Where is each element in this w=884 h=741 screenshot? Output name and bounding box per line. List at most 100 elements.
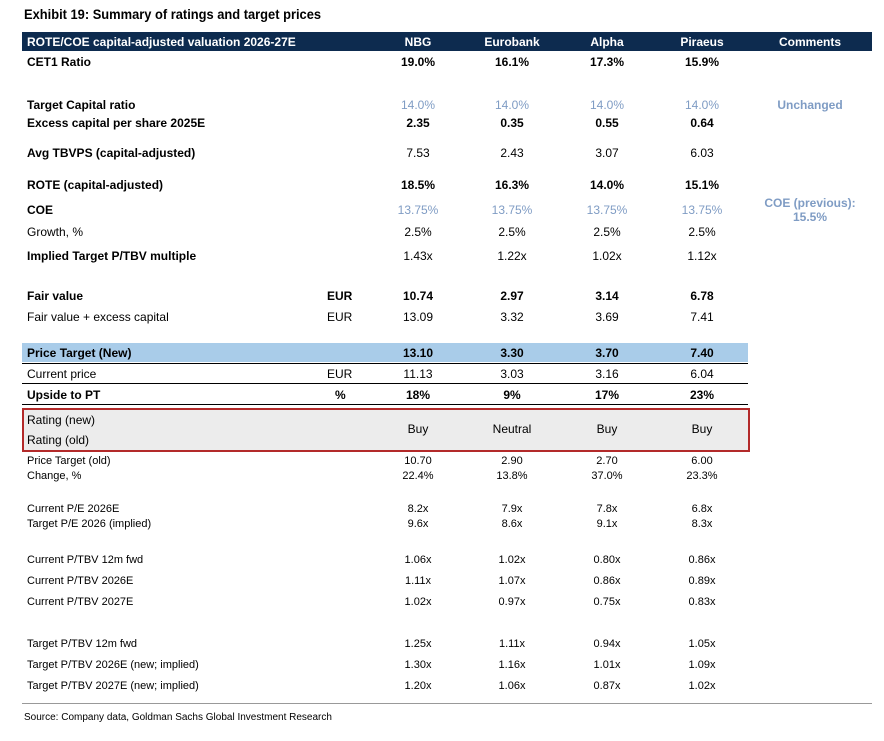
cell-nbg: 1.25x — [404, 638, 432, 650]
row-label: Fair value + excess capital — [27, 310, 169, 324]
row-label: Target P/TBV 12m fwd — [27, 638, 138, 650]
table-row: Target P/TBV 2026E (new; implied) 1.30x … — [0, 659, 884, 677]
cell-eurobank: 1.06x — [498, 680, 526, 692]
table-row: Rating (new) — [0, 413, 884, 431]
cell-nbg: 1.20x — [404, 680, 432, 692]
cell-nbg: 13.09 — [402, 310, 434, 324]
cell-eurobank: 16.1% — [494, 55, 530, 69]
cell-nbg: 7.53 — [406, 146, 430, 160]
row-label: Target Capital ratio — [27, 98, 136, 112]
row-label: Fair value — [27, 289, 84, 303]
cell-piraeus: 0.64 — [690, 116, 714, 130]
cell-eurobank: 7.9x — [501, 503, 523, 515]
table-row: Current P/TBV 12m fwd 1.06x 1.02x 0.80x … — [0, 554, 884, 572]
row-divider — [22, 363, 748, 364]
cell-nbg: 1.30x — [404, 659, 432, 671]
cell-piraeus: 7.40 — [690, 346, 714, 360]
cell-nbg: 19.0% — [400, 55, 436, 69]
unit-cell: EUR — [327, 289, 353, 303]
rating-eurobank: Neutral — [492, 422, 532, 436]
price-target-highlight — [22, 343, 748, 362]
table-row: COE 13.75% 13.75% 13.75% 13.75% — [0, 203, 884, 221]
row-divider — [22, 383, 748, 384]
cell-alpha: 17.3% — [589, 55, 625, 69]
table-row: Excess capital per share 2025E 2.35 0.35… — [0, 116, 884, 134]
cell-alpha: 3.70 — [595, 346, 619, 360]
cell-alpha: 3.69 — [595, 310, 619, 324]
cell-piraeus: 8.3x — [691, 518, 713, 530]
cell-piraeus: 15.9% — [684, 55, 720, 69]
cell-piraeus: 6.03 — [690, 146, 714, 160]
row-label: Target P/TBV 2027E (new; implied) — [27, 680, 199, 692]
cell-alpha: 9.1x — [596, 518, 618, 530]
cell-alpha: 14.0% — [589, 178, 625, 192]
cell-nbg: 2.5% — [404, 225, 432, 239]
row-label: Upside to PT — [27, 388, 101, 402]
cell-piraeus: 7.41 — [690, 310, 714, 324]
cell-eurobank: 0.35 — [500, 116, 524, 130]
table-row: Buy Neutral Buy Buy — [0, 422, 884, 440]
cell-piraeus: 0.86x — [688, 554, 716, 566]
row-label: Price Target (old) — [27, 455, 111, 467]
header-bank-piraeus: Piraeus — [680, 35, 724, 49]
table-row: Target P/E 2026 (implied) 9.6x 8.6x 9.1x… — [0, 518, 884, 536]
cell-piraeus: 13.75% — [681, 203, 723, 217]
cell-alpha: 13.75% — [586, 203, 628, 217]
cell-alpha: 3.07 — [595, 146, 619, 160]
cell-nbg: 14.0% — [400, 98, 436, 112]
header-comments: Comments — [778, 35, 841, 49]
rating-box — [22, 408, 750, 452]
row-label: Change, % — [27, 470, 82, 482]
table-row: Current P/E 2026E 8.2x 7.9x 7.8x 6.8x — [0, 503, 884, 521]
table-row: Current price EUR 11.13 3.03 3.16 6.04 — [0, 367, 884, 385]
row-label: Avg TBVPS (capital-adjusted) — [27, 146, 196, 160]
cell-nbg: 1.11x — [404, 575, 432, 587]
cell-nbg: 9.6x — [407, 518, 429, 530]
cell-eurobank: 1.07x — [498, 575, 526, 587]
table-row: CET1 Ratio 19.0% 16.1% 17.3% 15.9% — [0, 55, 884, 73]
row-label: Current P/TBV 12m fwd — [27, 554, 144, 566]
cell-eurobank: 3.32 — [500, 310, 524, 324]
cell-eurobank: 13.8% — [496, 470, 528, 482]
table-row: ROTE (capital-adjusted) 18.5% 16.3% 14.0… — [0, 178, 884, 196]
header-bank-alpha: Alpha — [590, 35, 624, 49]
cell-eurobank: 1.11x — [498, 638, 526, 650]
cell-alpha: 3.14 — [595, 289, 619, 303]
cell-eurobank: 1.16x — [498, 659, 526, 671]
cell-nbg: 13.75% — [397, 203, 439, 217]
cell-alpha: 0.86x — [593, 575, 621, 587]
cell-nbg: 8.2x — [407, 503, 429, 515]
unit-cell: EUR — [327, 367, 353, 381]
cell-piraeus: 6.00 — [691, 455, 713, 467]
cell-eurobank: 8.6x — [501, 518, 523, 530]
cell-alpha: 37.0% — [591, 470, 623, 482]
row-label: Growth, % — [27, 225, 84, 239]
table-row: Upside to PT % 18% 9% 17% 23% — [0, 388, 884, 406]
row-label: Price Target (New) — [27, 346, 132, 360]
cell-alpha: 0.80x — [593, 554, 621, 566]
cell-nbg: 10.70 — [404, 455, 432, 467]
row-label: ROTE (capital-adjusted) — [27, 178, 164, 192]
table-row: Target P/TBV 12m fwd 1.25x 1.11x 0.94x 1… — [0, 638, 884, 656]
cell-eurobank: 2.90 — [501, 455, 523, 467]
row-label: Current P/E 2026E — [27, 503, 120, 515]
rating-nbg: Buy — [407, 422, 429, 436]
cell-piraeus: 1.12x — [687, 249, 717, 263]
cell-eurobank: 13.75% — [491, 203, 533, 217]
row-label: CET1 Ratio — [27, 55, 92, 69]
cell-piraeus: 15.1% — [684, 178, 720, 192]
cell-alpha: 0.55 — [595, 116, 619, 130]
cell-alpha: 7.8x — [596, 503, 618, 515]
cell-nbg: 10.74 — [402, 289, 434, 303]
cell-nbg: 18.5% — [400, 178, 436, 192]
table-row: Implied Target P/TBV multiple 1.43x 1.22… — [0, 249, 884, 267]
rating-new-label: Rating (new) — [27, 413, 96, 427]
cell-alpha: 1.01x — [593, 659, 621, 671]
table-row: Rating (old) — [0, 433, 884, 451]
table-row: Fair value + excess capital EUR 13.09 3.… — [0, 310, 884, 328]
table-row: Fair value EUR 10.74 2.97 3.14 6.78 — [0, 289, 884, 307]
cell-piraeus: 6.8x — [691, 503, 713, 515]
header-bank-eurobank: Eurobank — [484, 35, 540, 49]
rating-old-label: Rating (old) — [27, 433, 90, 447]
cell-piraeus: 2.5% — [688, 225, 716, 239]
